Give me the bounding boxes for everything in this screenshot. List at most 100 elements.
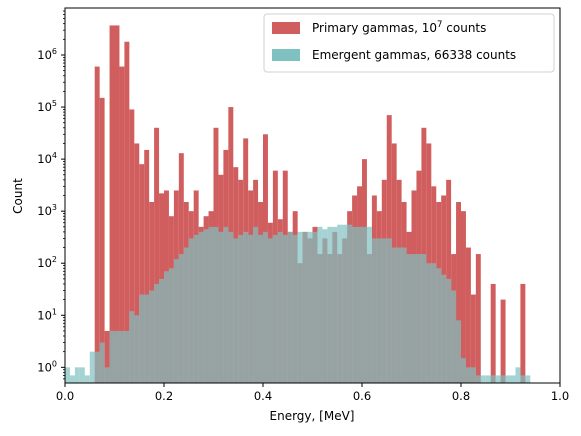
emergent-bar-4 xyxy=(84,375,90,383)
emergent-bar-75 xyxy=(436,268,442,383)
emergent-bar-72 xyxy=(421,254,427,383)
primary-bar-10 xyxy=(144,149,150,383)
emergent-bar-82 xyxy=(470,367,476,383)
plot-frame xyxy=(64,7,561,384)
x-axis-ticks: 0.0 0.2 0.4 0.6 0.8 1.0 xyxy=(56,383,569,403)
emergent-bar-90 xyxy=(510,375,516,383)
primary-bar-78 xyxy=(490,283,496,383)
emergent-bar-16 xyxy=(144,294,150,383)
emergent-bar-40 xyxy=(263,231,268,383)
emergent-bar-56 xyxy=(342,224,348,383)
primary-bar-5 xyxy=(119,66,125,383)
legend-swatch-emergent xyxy=(272,49,300,61)
emergent-bar-69 xyxy=(406,254,412,383)
emergent-bar-71 xyxy=(416,254,422,383)
emergent-bar-70 xyxy=(411,254,417,383)
emergent-bar-39 xyxy=(258,234,263,383)
emergent-bar-42 xyxy=(272,234,278,383)
emergent-bar-66 xyxy=(391,247,397,383)
primary-bar-74 xyxy=(461,211,466,383)
primary-bar-6 xyxy=(124,41,130,383)
emergent-bar-0 xyxy=(65,367,70,383)
emergent-bar-76 xyxy=(441,274,447,383)
y-tick-label-0: 100 xyxy=(37,359,57,374)
x-tick-label-2: 0.4 xyxy=(254,389,272,403)
x-tick-label-5: 1.0 xyxy=(551,389,569,403)
emergent-bar-49 xyxy=(307,231,313,383)
emergent-bar-45 xyxy=(287,231,293,383)
primary-bar-12 xyxy=(154,127,160,383)
emergent-bar-31 xyxy=(218,231,224,383)
primary-bar-9 xyxy=(139,164,145,383)
y-tick-label-2: 102 xyxy=(37,255,57,270)
emergent-bar-37 xyxy=(248,234,254,383)
emergent-bar-33 xyxy=(228,231,234,383)
emergent-bar-46 xyxy=(292,234,298,383)
y-tick-label-4: 104 xyxy=(37,151,57,166)
y-tick-label-3: 103 xyxy=(37,203,57,218)
legend: Primary gammas, 107 counts Emergent gamm… xyxy=(263,13,555,73)
emergent-bar-11 xyxy=(119,330,125,383)
primary-bar-4 xyxy=(114,25,120,384)
legend-box xyxy=(263,13,555,73)
emergent-bar-51 xyxy=(317,226,323,383)
x-axis-label: Energy, [MeV] xyxy=(270,409,355,423)
emergent-bar-12 xyxy=(124,330,130,383)
primary-bar-0 xyxy=(94,66,100,383)
y-tick-label-6: 106 xyxy=(37,47,57,62)
emergent-bar-1 xyxy=(69,375,75,383)
emergent-bar-6 xyxy=(94,351,100,383)
emergent-bar-34 xyxy=(233,238,239,383)
emergent-bar-60 xyxy=(362,226,367,383)
emergent-bar-64 xyxy=(381,238,387,383)
emergent-bar-81 xyxy=(465,367,471,383)
primary-bar-8 xyxy=(134,143,140,383)
y-tick-label-1: 101 xyxy=(37,307,57,322)
emergent-bar-57 xyxy=(347,224,353,383)
emergent-bar-15 xyxy=(139,294,145,383)
x-tick-label-3: 0.6 xyxy=(353,389,371,403)
emergent-bar-13 xyxy=(129,311,135,383)
emergent-bar-27 xyxy=(198,231,204,383)
legend-label-primary: Primary gammas, 107 counts xyxy=(312,20,486,35)
emergent-gammas-series xyxy=(65,224,531,383)
emergent-bar-91 xyxy=(515,367,521,383)
emergent-bar-79 xyxy=(456,320,461,383)
emergent-bar-41 xyxy=(267,238,273,383)
emergent-bar-53 xyxy=(327,226,333,383)
emergent-bar-92 xyxy=(520,375,526,383)
emergent-bar-35 xyxy=(238,234,244,383)
emergent-bar-68 xyxy=(401,247,407,383)
emergent-bar-8 xyxy=(104,367,110,383)
x-tick-label-0: 0.0 xyxy=(56,389,74,403)
emergent-bar-93 xyxy=(525,375,531,383)
emergent-bar-67 xyxy=(396,247,402,383)
primary-bar-77 xyxy=(475,254,481,383)
emergent-bar-85 xyxy=(485,375,491,383)
emergent-bar-54 xyxy=(332,226,338,383)
emergent-bar-61 xyxy=(366,226,372,383)
emergent-bar-20 xyxy=(164,271,169,383)
primary-bar-79 xyxy=(500,299,506,383)
emergent-bar-21 xyxy=(168,268,174,383)
emergent-bar-18 xyxy=(154,283,160,383)
y-tick-label-5: 105 xyxy=(37,99,57,114)
emergent-bar-78 xyxy=(451,290,457,383)
emergent-bar-58 xyxy=(352,226,358,383)
emergent-bar-26 xyxy=(193,234,199,383)
emergent-bar-89 xyxy=(505,375,511,383)
x-tick-label-1: 0.2 xyxy=(155,389,173,403)
emergent-bar-3 xyxy=(79,367,85,383)
emergent-bar-32 xyxy=(223,226,229,383)
primary-bar-75 xyxy=(465,247,471,383)
emergent-bar-44 xyxy=(282,234,288,383)
y-axis-label: Count xyxy=(11,178,25,214)
x-tick-label-4: 0.8 xyxy=(452,389,470,403)
emergent-bar-73 xyxy=(426,263,432,383)
emergent-bar-80 xyxy=(461,358,466,383)
legend-swatch-primary xyxy=(272,22,300,34)
emergent-bar-88 xyxy=(500,375,506,383)
emergent-bar-77 xyxy=(446,278,452,383)
primary-bar-7 xyxy=(129,109,135,383)
